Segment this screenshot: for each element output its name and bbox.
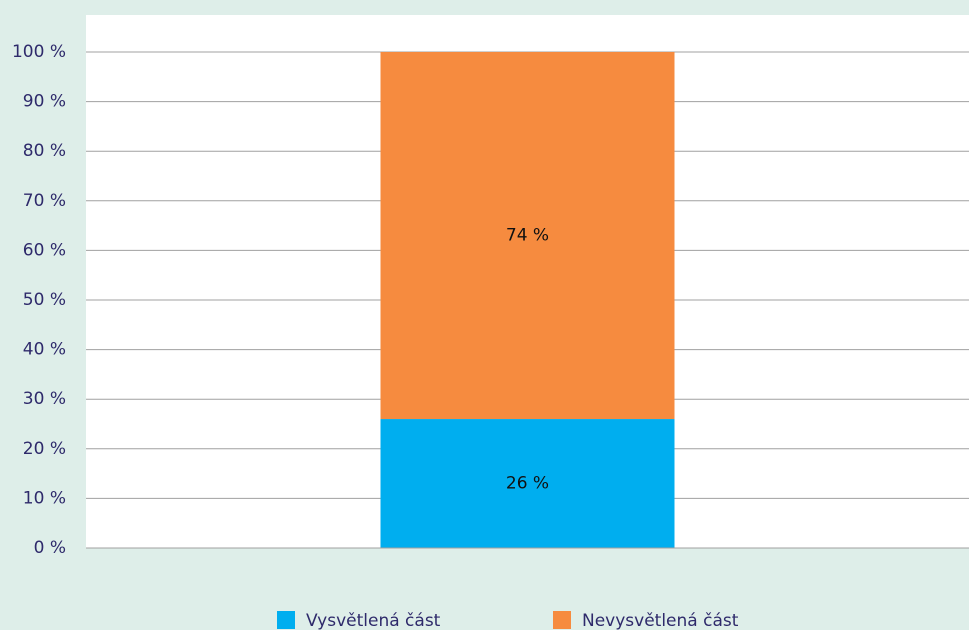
y-tick-label: 80 % xyxy=(23,141,66,161)
y-tick-label: 30 % xyxy=(23,389,66,409)
y-tick-label: 90 % xyxy=(23,92,66,112)
bar-segment xyxy=(380,419,675,548)
y-tick-label: 10 % xyxy=(23,488,66,508)
data-label: 74 % xyxy=(506,226,549,246)
y-tick-label: 60 % xyxy=(23,240,66,260)
y-tick-label: 70 % xyxy=(23,191,66,211)
y-tick-label: 0 % xyxy=(34,538,66,558)
y-tick-label: 50 % xyxy=(23,290,66,310)
legend-label: Vysvětlená část xyxy=(306,611,441,630)
y-tick-label: 100 % xyxy=(12,42,66,62)
y-tick-label: 40 % xyxy=(23,340,66,360)
legend-label: Nevysvětlená část xyxy=(582,611,739,630)
y-tick-label: 20 % xyxy=(23,439,66,459)
legend-swatch xyxy=(553,611,571,629)
data-label: 26 % xyxy=(506,474,549,494)
bar-segment xyxy=(380,52,675,420)
legend-swatch xyxy=(277,611,295,629)
